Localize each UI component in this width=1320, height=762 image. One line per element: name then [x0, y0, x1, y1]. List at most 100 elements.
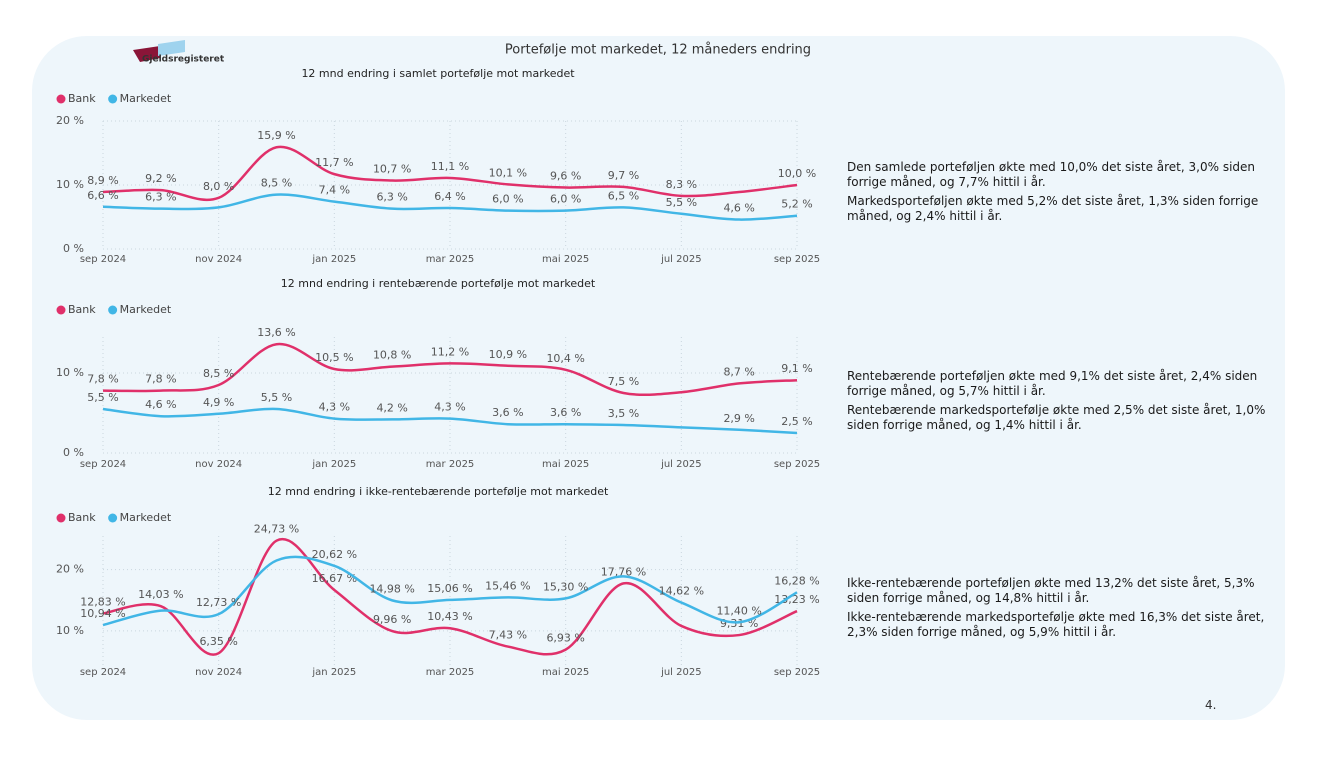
data-label: 13,23 % — [774, 593, 819, 606]
data-label: 11,40 % — [716, 604, 761, 617]
data-label: 10,9 % — [489, 348, 527, 361]
x-tick-label: sep 2025 — [774, 254, 820, 265]
y-tick-label: 20 % — [56, 563, 84, 576]
series-line — [102, 537, 798, 656]
data-label: 3,6 % — [492, 406, 523, 419]
data-label: 6,35 % — [199, 635, 237, 648]
data-label: 14,03 % — [138, 588, 183, 601]
x-tick-label: mai 2025 — [542, 459, 589, 470]
description-text: Rentebærende markedsportefølje økte med … — [847, 403, 1266, 432]
legend-swatch — [108, 94, 118, 104]
data-label: 5,2 % — [781, 198, 812, 211]
x-tick-label: jul 2025 — [660, 667, 702, 678]
data-label: 20,62 % — [312, 548, 357, 561]
data-label: 6,4 % — [434, 190, 465, 203]
description-text: Ikke-rentebærende porteføljen økte med 1… — [847, 576, 1255, 605]
data-label: 7,5 % — [608, 375, 639, 388]
data-label: 6,0 % — [492, 193, 523, 206]
x-tick-label: nov 2024 — [195, 254, 242, 265]
data-label: 10,8 % — [373, 349, 411, 362]
y-tick-label: 10 % — [56, 178, 84, 191]
x-tick-label: mar 2025 — [426, 459, 475, 470]
data-label: 4,6 % — [145, 398, 176, 411]
y-tick-label: 10 % — [56, 624, 84, 637]
data-label: 7,4 % — [319, 184, 350, 197]
data-label: 15,9 % — [257, 129, 295, 142]
data-label: 17,76 % — [601, 565, 646, 578]
chart-title: 12 mnd endring i ikke-rentebærende porte… — [268, 485, 609, 498]
data-label: 24,73 % — [254, 523, 299, 536]
data-label: 6,93 % — [546, 632, 584, 645]
y-tick-label: 10 % — [56, 366, 84, 379]
x-tick-label: jan 2025 — [311, 254, 356, 265]
data-label: 15,06 % — [427, 582, 472, 595]
legend-label: Markedet — [120, 511, 172, 524]
data-label: 9,6 % — [550, 170, 581, 183]
legend-label: Markedet — [120, 303, 172, 316]
data-label: 4,3 % — [434, 401, 465, 414]
data-label: 4,3 % — [319, 401, 350, 414]
data-label: 4,6 % — [723, 202, 754, 215]
data-label: 5,5 % — [261, 391, 292, 404]
data-label: 2,9 % — [723, 412, 754, 425]
data-label: 8,0 % — [203, 180, 234, 193]
data-label: 10,5 % — [315, 351, 353, 364]
series-line — [102, 193, 798, 221]
y-tick-label: 0 % — [63, 446, 84, 459]
series-line — [102, 342, 798, 397]
legend-swatch — [108, 305, 118, 315]
data-label: 7,43 % — [489, 629, 527, 642]
x-tick-label: jan 2025 — [311, 667, 356, 678]
x-tick-label: nov 2024 — [195, 459, 242, 470]
legend-label: Bank — [68, 92, 96, 105]
data-label: 10,43 % — [427, 610, 472, 623]
x-tick-label: mai 2025 — [542, 254, 589, 265]
data-label: 6,5 % — [608, 189, 639, 202]
x-tick-label: sep 2024 — [80, 667, 126, 678]
description-text: Ikke-rentebærende markedsportefølje økte… — [847, 610, 1265, 639]
x-tick-label: nov 2024 — [195, 667, 242, 678]
data-label: 15,30 % — [543, 580, 588, 593]
data-label: 13,6 % — [257, 326, 295, 339]
data-label: 5,5 % — [87, 391, 118, 404]
data-label: 8,5 % — [261, 177, 292, 190]
data-label: 9,1 % — [781, 362, 812, 375]
data-label: 14,98 % — [369, 582, 414, 595]
data-label: 16,67 % — [312, 572, 357, 585]
data-label: 4,2 % — [376, 401, 407, 414]
legend-swatch — [108, 513, 118, 523]
data-label: 6,3 % — [145, 191, 176, 204]
chart-title: 12 mnd endring i rentebærende portefølje… — [281, 277, 596, 290]
series-line — [102, 407, 798, 435]
x-tick-label: jul 2025 — [660, 254, 702, 265]
data-label: 14,62 % — [659, 585, 704, 598]
x-tick-label: sep 2025 — [774, 667, 820, 678]
data-label: 12,83 % — [80, 596, 125, 609]
data-label: 5,5 % — [666, 196, 697, 209]
data-label: 8,5 % — [203, 367, 234, 380]
data-label: 11,2 % — [431, 345, 469, 358]
data-label: 7,8 % — [87, 373, 118, 386]
data-label: 9,7 % — [608, 169, 639, 182]
series-line — [102, 555, 798, 627]
y-tick-label: 0 % — [63, 242, 84, 255]
data-label: 8,7 % — [723, 365, 754, 378]
data-label: 10,0 % — [778, 167, 816, 180]
data-label: 6,6 % — [87, 189, 118, 202]
x-tick-label: mar 2025 — [426, 667, 475, 678]
data-label: 16,28 % — [774, 574, 819, 587]
data-label: 3,5 % — [608, 407, 639, 420]
legend-swatch — [56, 513, 66, 523]
page-number: 4. — [1205, 698, 1217, 712]
data-label: 8,9 % — [87, 174, 118, 187]
page-title: Portefølje mot markedet, 12 måneders end… — [505, 43, 811, 58]
legend-swatch — [56, 94, 66, 104]
data-label: 6,3 % — [376, 191, 407, 204]
x-tick-label: jan 2025 — [311, 459, 356, 470]
legend-swatch — [56, 305, 66, 315]
data-label: 11,1 % — [431, 160, 469, 173]
chart-description: Rentebærende porteføljen økte med 9,1% d… — [847, 369, 1267, 437]
data-label: 10,94 % — [80, 607, 125, 620]
